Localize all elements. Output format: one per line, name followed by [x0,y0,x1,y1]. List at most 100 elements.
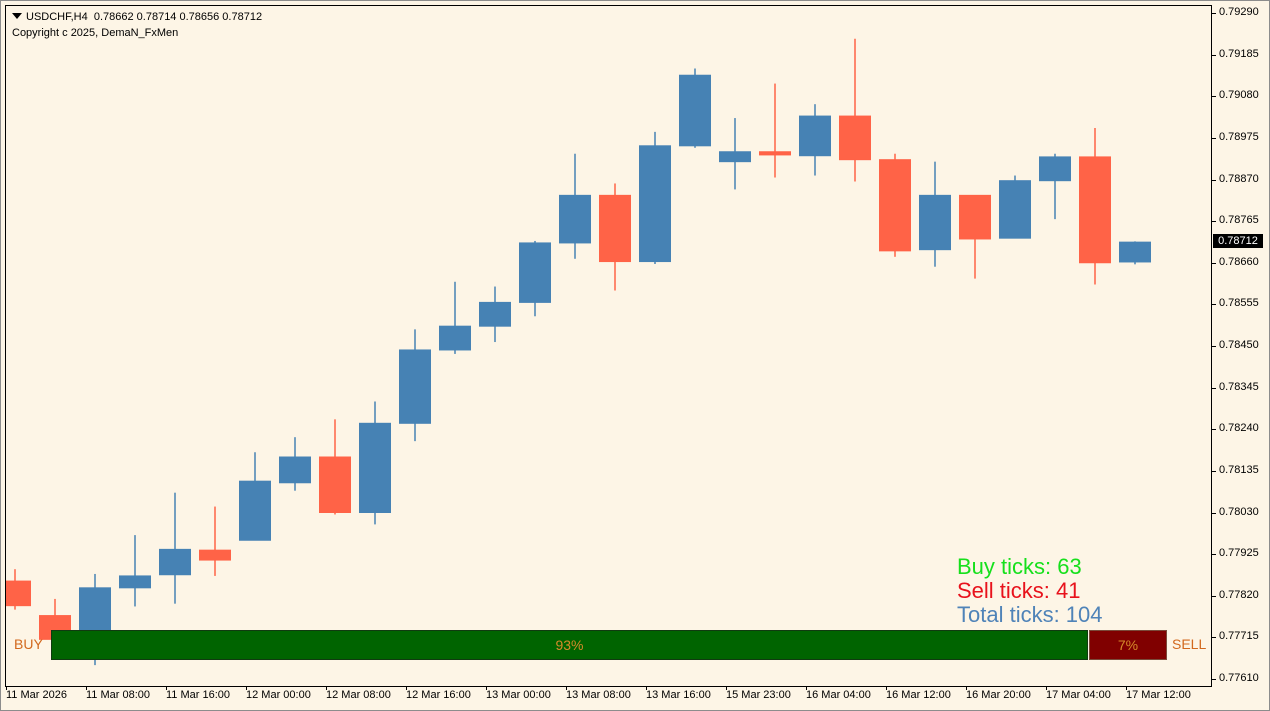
y-tick-label: 0.78450 [1219,339,1259,351]
y-tick [1211,221,1216,223]
chart-plot-area[interactable]: USDCHF,H4 0.78662 0.78714 0.78656 0.7871… [5,5,1212,687]
candle-bear [199,549,231,561]
candle-bull [919,194,951,251]
y-tick-label: 0.78135 [1219,463,1259,476]
y-tick-label: 0.79080 [1219,89,1259,102]
x-tick [1126,686,1127,690]
candle-bear [599,194,631,263]
x-tick-label: 12 Mar 00:00 [246,689,311,701]
y-tick [1211,304,1216,306]
y-tick-label: 0.78555 [1219,297,1259,310]
x-tick [86,686,87,690]
x-tick-label: 16 Mar 12:00 [886,689,951,701]
x-tick-label: 11 Mar 2026 [6,689,67,701]
buy-side-label: BUY [14,636,43,652]
y-tick-label: 0.77610 [1219,672,1259,684]
candle-bear [1079,156,1111,264]
y-tick [1211,429,1216,431]
x-tick-label: 12 Mar 16:00 [406,689,471,701]
y-tick-label: 0.78240 [1219,422,1259,435]
candle-bull [479,301,511,327]
buy-ticks-label: Buy ticks: 63 [957,554,1082,579]
y-tick-label: 0.78345 [1219,380,1259,393]
y-tick [1211,595,1216,597]
dropdown-triangle-icon[interactable] [12,13,22,19]
y-tick-label: 0.78870 [1219,172,1259,185]
price-axis[interactable]: 0.79290 0.79185 0.79080 0.78975 0.78870 0.787… [1211,1,1269,691]
candle-bear [6,580,31,607]
buy-percent-text: 93% [555,637,584,653]
y-tick [1211,96,1216,98]
candle-bull [279,456,311,484]
candle-bull [719,151,751,163]
candle-bear [319,456,351,513]
current-price-badge: 0.78712 [1213,234,1263,248]
candle-bull [639,145,671,263]
x-tick [6,686,7,690]
x-tick-label: 16 Mar 04:00 [806,689,871,701]
y-tick [1211,13,1216,14]
sell-side-label: SELL [1172,636,1207,652]
sell-ticks-label: Sell ticks: 41 [957,578,1081,603]
candlestick-chart [6,38,1151,666]
candle-bull [559,194,591,244]
y-tick-label: 0.78660 [1219,255,1259,268]
y-tick-label: 0.79185 [1219,47,1259,60]
y-tick [1211,512,1216,514]
x-tick [966,686,967,690]
x-tick-label: 12 Mar 08:00 [326,689,391,701]
y-tick [1211,137,1216,139]
x-tick [406,686,407,690]
y-tick [1211,387,1216,389]
x-tick-label: 15 Mar 23:00 [726,689,791,701]
x-tick-label: 16 Mar 20:00 [966,689,1031,701]
x-tick [166,686,167,690]
candle-bull [999,180,1031,239]
y-tick-label: 0.78765 [1219,214,1259,227]
y-tick-label: 0.78030 [1219,505,1259,518]
x-tick-label: 13 Mar 16:00 [646,689,711,701]
x-tick [246,686,247,690]
candle-bull [1039,156,1071,182]
x-tick-label: 13 Mar 00:00 [486,689,551,701]
x-tick [886,686,887,690]
y-tick [1211,262,1216,264]
y-tick [1211,470,1216,472]
candle-bull [399,349,431,424]
x-tick [1046,686,1047,690]
candle-bull [519,242,551,303]
y-tick-label: 0.79290 [1219,6,1259,18]
x-tick [806,686,807,690]
x-tick [486,686,487,690]
x-tick-label: 11 Mar 08:00 [86,689,151,701]
y-tick-label: 0.78975 [1219,130,1259,143]
y-tick-label: 0.77925 [1219,547,1259,560]
y-tick [1211,679,1216,680]
x-tick [726,686,727,690]
x-tick [326,686,327,690]
y-tick [1211,346,1216,347]
y-tick [1211,54,1216,56]
candle-bear [959,194,991,240]
y-tick [1211,554,1216,556]
candle-bear [839,115,871,161]
symbol-line: USDCHF,H4 0.78662 0.78714 0.78656 0.7871… [26,11,263,23]
copyright-text: Copyright c 2025, DemaN_FxMen [12,27,179,39]
x-tick-label: 11 Mar 16:00 [166,689,231,701]
y-tick-label: 0.77715 [1219,630,1259,643]
x-tick [646,686,647,690]
x-tick-label: 17 Mar 04:00 [1046,689,1111,701]
candle-bear [759,151,791,156]
y-tick [1211,179,1216,181]
buy-ratio-bar: 93% [51,630,1088,660]
x-tick-label: 13 Mar 08:00 [566,689,631,701]
time-axis[interactable]: 11 Mar 2026 11 Mar 08:00 11 Mar 16:00 12 Ma… [5,686,1211,710]
y-tick [1211,637,1216,639]
candle-bull [159,548,191,576]
candle-bull [799,115,831,157]
sell-ratio-bar: 7% [1089,630,1167,660]
candle-bull [1119,241,1151,263]
sell-percent-text: 7% [1117,637,1139,653]
x-tick-label: 17 Mar 12:00 [1126,689,1191,701]
